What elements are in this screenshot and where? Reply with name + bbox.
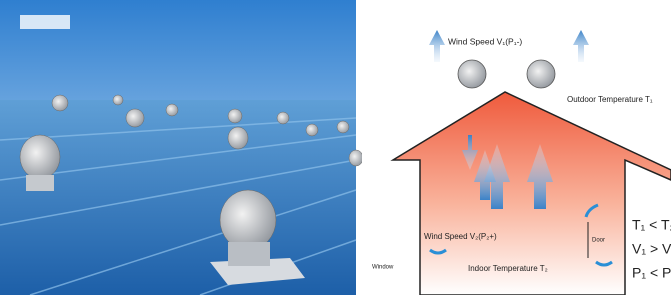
label-door: Door bbox=[592, 238, 605, 244]
relation: T₁ < T₂ bbox=[632, 217, 671, 233]
label-window: Window bbox=[372, 265, 394, 271]
label-wind-top: Wind Speed V₁(P₁-) bbox=[448, 36, 522, 46]
page: Wind Speed V₁(P₁-) Outdoor Temperature T… bbox=[0, 0, 671, 295]
photo bbox=[0, 0, 363, 295]
label-wind-bottom: Wind Speed V₂(P₂+) bbox=[424, 232, 497, 241]
relation: P₁ < P₂ bbox=[632, 265, 671, 281]
label-indoor: Indoor Temperature T₂ bbox=[468, 264, 548, 273]
relation: V₁ > V₂ bbox=[632, 241, 671, 257]
label-outdoor: Outdoor Temperature T₁ bbox=[567, 95, 653, 104]
diagram: Wind Speed V₁(P₁-) Outdoor Temperature T… bbox=[362, 0, 671, 295]
